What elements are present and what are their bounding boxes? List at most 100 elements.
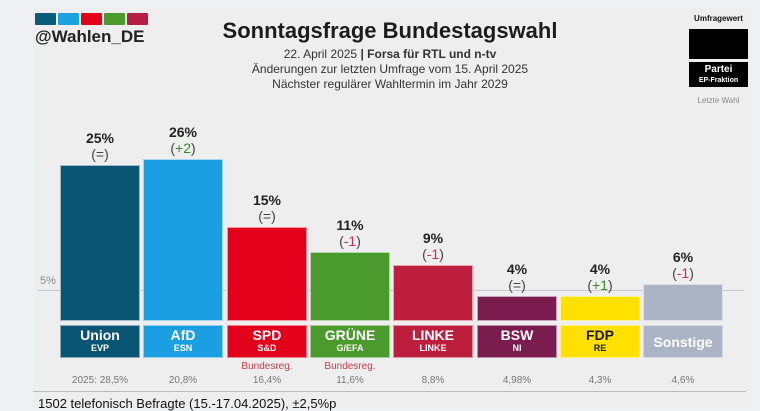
party-name: SPD [252, 327, 282, 343]
legend-party-swatch: Partei EP-Fraktion [689, 62, 748, 87]
value-label: 9% [422, 229, 444, 246]
paren-open: ( [422, 245, 427, 262]
bar-linke [393, 264, 473, 321]
last-election-value: 11,6% [336, 375, 364, 386]
brand-handle: @Wahlen_DE [35, 27, 145, 46]
bar-fdp [560, 296, 640, 321]
value-label: 26% [168, 123, 198, 140]
value-label: 6% [672, 248, 694, 265]
party-label-box: LINKE LINKE [393, 325, 473, 358]
chart-title: Sonntagsfrage Bundestagswahl [222, 18, 558, 43]
change-label: (=) [477, 278, 557, 293]
party-name: GRÜNE [324, 327, 376, 343]
poll-date: 22. April 2025 [283, 47, 358, 61]
last-election-value: 20,8% [168, 375, 198, 386]
last-election-value: 2025: 28,5% [71, 375, 129, 386]
party-name: Union [80, 327, 120, 343]
subtitle-date-institute: 22. April 2025 | Forsa für RTL und n-tv [180, 47, 600, 61]
logo-square [127, 13, 148, 25]
paren-open: ( [339, 233, 344, 250]
paren-open: ( [91, 146, 96, 162]
government-note: Bundesreg. [324, 361, 376, 372]
logo-square [35, 13, 56, 25]
paren-close: ) [607, 277, 613, 294]
legend-value-label: Umfragewert [694, 14, 743, 23]
change-label: (-1) [393, 245, 473, 262]
change-value: +2 [175, 139, 191, 156]
value-label: 25% [85, 130, 115, 146]
change-value: = [95, 146, 105, 162]
legend-value-swatch [689, 29, 748, 59]
paren-close: ) [689, 264, 694, 281]
changes-note: Änderungen zur letzten Umfrage vom 15. A… [251, 62, 529, 76]
government-note: Bundesreg. [241, 361, 293, 372]
threshold-label: 5% [40, 274, 56, 287]
bottom-divider [33, 391, 746, 392]
bar-grüne [310, 252, 390, 321]
ep-group: ESN [173, 343, 193, 353]
change-value: -1 [426, 245, 440, 262]
paren-open: ( [508, 277, 513, 294]
next-election-note: Nächster regulärer Wahltermin im Jahr 20… [272, 77, 508, 91]
logo-square [81, 13, 102, 25]
last-election-value: 4,98% [502, 375, 532, 386]
paren-close: ) [104, 146, 109, 162]
bar-afd [143, 158, 223, 321]
sample-info: 1502 telefonisch Befragte (15.-17.04.202… [38, 396, 337, 411]
legend-party-label: Partei [704, 64, 733, 75]
paren-close: ) [190, 139, 196, 156]
bar-spd [227, 227, 307, 321]
value-label: 4% [506, 261, 528, 278]
party-name: FDP [586, 327, 614, 343]
value-label: 15% [252, 192, 282, 209]
last-election-value: 16,4% [252, 375, 282, 386]
party-name: LINKE [412, 327, 454, 343]
change-value: = [512, 277, 522, 294]
logo-square [104, 13, 125, 25]
change-value: +1 [592, 277, 608, 294]
change-value: -1 [343, 233, 357, 250]
poll-institute: Forsa für RTL und n-tv [367, 47, 497, 61]
party-label-box: GRÜNE G/EFA [310, 325, 390, 358]
logo-square [58, 13, 79, 25]
paren-close: ) [356, 233, 361, 250]
change-value: -1 [676, 264, 690, 281]
value-label: 11% [336, 217, 364, 234]
ep-group: RE [593, 343, 607, 353]
brand-logo [35, 13, 148, 25]
change-label: (+1) [560, 278, 640, 293]
paren-open: ( [170, 139, 176, 156]
paren-close: ) [521, 277, 526, 294]
ep-group: S&D [257, 343, 277, 353]
party-label-box: AfD ESN [143, 325, 223, 358]
ep-group: EVP [90, 343, 109, 353]
paren-close: ) [271, 208, 276, 225]
party-name: BSW [500, 327, 534, 343]
bar-bsw [477, 296, 557, 321]
last-election-value: 4,6% [671, 375, 695, 386]
change-value: = [262, 208, 272, 225]
last-election-value: 8,8% [421, 375, 445, 386]
change-label: (=) [60, 147, 140, 162]
paren-open: ( [258, 208, 263, 225]
bar-sonstige [643, 283, 723, 321]
party-name: Sonstige [653, 334, 713, 350]
change-label: (-1) [643, 264, 723, 281]
legend-group-label: EP-Fraktion [698, 77, 739, 84]
party-name: AfD [170, 327, 196, 343]
paren-open: ( [672, 264, 677, 281]
bar-union [60, 165, 140, 321]
party-label-box: Sonstige [643, 325, 723, 358]
value-label: 4% [589, 261, 611, 278]
ep-group: G/EFA [336, 343, 364, 353]
paren-close: ) [439, 245, 444, 262]
party-label-box: BSW NI [477, 325, 557, 358]
change-label: (-1) [310, 234, 390, 249]
ep-group: NI [512, 343, 522, 353]
change-label: (=) [227, 209, 307, 224]
party-label-box: Union EVP [60, 325, 140, 358]
separator: | [360, 47, 364, 61]
threshold-line [38, 289, 744, 291]
party-label-box: FDP RE [560, 325, 640, 358]
change-label: (+2) [143, 139, 223, 156]
